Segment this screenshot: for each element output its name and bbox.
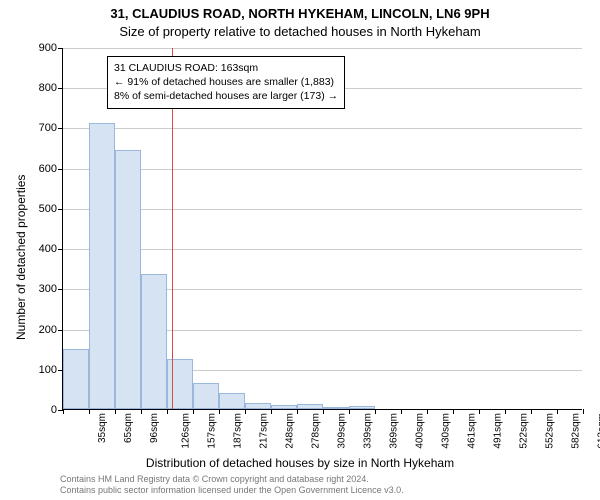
x-tick-label: 96sqm bbox=[149, 413, 160, 443]
y-tick-label: 200 bbox=[39, 324, 57, 336]
x-tick-label: 339sqm bbox=[363, 413, 374, 449]
x-tick-mark bbox=[505, 409, 506, 414]
annotation-line2: ← 91% of detached houses are smaller (1,… bbox=[114, 75, 338, 89]
y-tick-label: 600 bbox=[39, 163, 57, 175]
y-tick-mark bbox=[58, 249, 63, 250]
x-tick-mark bbox=[219, 409, 220, 414]
annotation-line3: 8% of semi-detached houses are larger (1… bbox=[114, 89, 338, 103]
y-tick-label: 900 bbox=[39, 42, 57, 54]
annotation-line1: 31 CLAUDIUS ROAD: 163sqm bbox=[114, 61, 338, 75]
histogram-bar bbox=[167, 359, 193, 409]
x-tick-mark bbox=[141, 409, 142, 414]
grid-line bbox=[63, 128, 582, 129]
y-axis-label: Number of detached properties bbox=[14, 175, 28, 340]
histogram-bar bbox=[141, 274, 167, 409]
annotation-box: 31 CLAUDIUS ROAD: 163sqm← 91% of detache… bbox=[107, 56, 345, 109]
grid-line bbox=[63, 48, 582, 49]
x-tick-label: 309sqm bbox=[337, 413, 348, 449]
histogram-bar bbox=[245, 403, 271, 409]
attribution-text: Contains HM Land Registry data © Crown c… bbox=[60, 474, 404, 496]
x-tick-mark bbox=[427, 409, 428, 414]
attribution-line1: Contains HM Land Registry data © Crown c… bbox=[60, 474, 404, 485]
y-tick-mark bbox=[58, 169, 63, 170]
histogram-bar bbox=[89, 123, 115, 409]
x-tick-label: 552sqm bbox=[545, 413, 556, 449]
x-tick-mark bbox=[115, 409, 116, 414]
x-tick-label: 582sqm bbox=[571, 413, 582, 449]
x-tick-mark bbox=[323, 409, 324, 414]
x-tick-label: 157sqm bbox=[207, 413, 218, 449]
plot-area: 010020030040050060070080090035sqm65sqm96… bbox=[62, 48, 582, 410]
x-axis-label: Distribution of detached houses by size … bbox=[0, 456, 600, 470]
y-tick-mark bbox=[58, 289, 63, 290]
x-tick-mark bbox=[479, 409, 480, 414]
x-tick-label: 491sqm bbox=[493, 413, 504, 449]
x-tick-label: 613sqm bbox=[597, 413, 600, 449]
x-tick-mark bbox=[271, 409, 272, 414]
histogram-bar bbox=[271, 405, 297, 409]
y-tick-mark bbox=[58, 330, 63, 331]
histogram-bar bbox=[63, 349, 89, 409]
x-tick-mark bbox=[245, 409, 246, 414]
y-tick-label: 500 bbox=[39, 203, 57, 215]
y-tick-label: 800 bbox=[39, 82, 57, 94]
histogram-bar bbox=[115, 150, 141, 409]
histogram-chart: 31, CLAUDIUS ROAD, NORTH HYKEHAM, LINCOL… bbox=[0, 0, 600, 500]
x-tick-mark bbox=[349, 409, 350, 414]
x-tick-mark bbox=[557, 409, 558, 414]
x-tick-label: 35sqm bbox=[97, 413, 108, 443]
x-tick-label: 278sqm bbox=[311, 413, 322, 449]
y-tick-label: 0 bbox=[51, 404, 57, 416]
x-tick-mark bbox=[583, 409, 584, 414]
y-tick-label: 300 bbox=[39, 283, 57, 295]
x-tick-mark bbox=[167, 409, 168, 414]
x-tick-label: 187sqm bbox=[233, 413, 244, 449]
x-tick-label: 400sqm bbox=[415, 413, 426, 449]
x-tick-label: 217sqm bbox=[259, 413, 270, 449]
x-tick-label: 65sqm bbox=[123, 413, 134, 443]
x-tick-label: 248sqm bbox=[285, 413, 296, 449]
chart-title-sub: Size of property relative to detached ho… bbox=[0, 24, 600, 39]
x-tick-mark bbox=[401, 409, 402, 414]
y-tick-mark bbox=[58, 209, 63, 210]
histogram-bar bbox=[349, 406, 375, 409]
y-tick-label: 400 bbox=[39, 243, 57, 255]
y-tick-label: 100 bbox=[39, 364, 57, 376]
histogram-bar bbox=[297, 404, 323, 409]
x-tick-mark bbox=[531, 409, 532, 414]
y-tick-mark bbox=[58, 48, 63, 49]
y-tick-mark bbox=[58, 128, 63, 129]
x-tick-label: 430sqm bbox=[441, 413, 452, 449]
histogram-bar bbox=[323, 407, 349, 409]
y-tick-mark bbox=[58, 88, 63, 89]
x-tick-label: 522sqm bbox=[519, 413, 530, 449]
x-tick-mark bbox=[89, 409, 90, 414]
y-tick-label: 700 bbox=[39, 122, 57, 134]
histogram-bar bbox=[219, 393, 245, 409]
x-tick-label: 369sqm bbox=[389, 413, 400, 449]
x-tick-mark bbox=[63, 409, 64, 414]
attribution-line2: Contains public sector information licen… bbox=[60, 485, 404, 496]
x-tick-label: 126sqm bbox=[181, 413, 192, 449]
x-tick-label: 461sqm bbox=[467, 413, 478, 449]
x-tick-mark bbox=[453, 409, 454, 414]
x-tick-mark bbox=[375, 409, 376, 414]
histogram-bar bbox=[193, 383, 219, 409]
chart-title-main: 31, CLAUDIUS ROAD, NORTH HYKEHAM, LINCOL… bbox=[0, 6, 600, 21]
x-tick-mark bbox=[193, 409, 194, 414]
x-tick-mark bbox=[297, 409, 298, 414]
